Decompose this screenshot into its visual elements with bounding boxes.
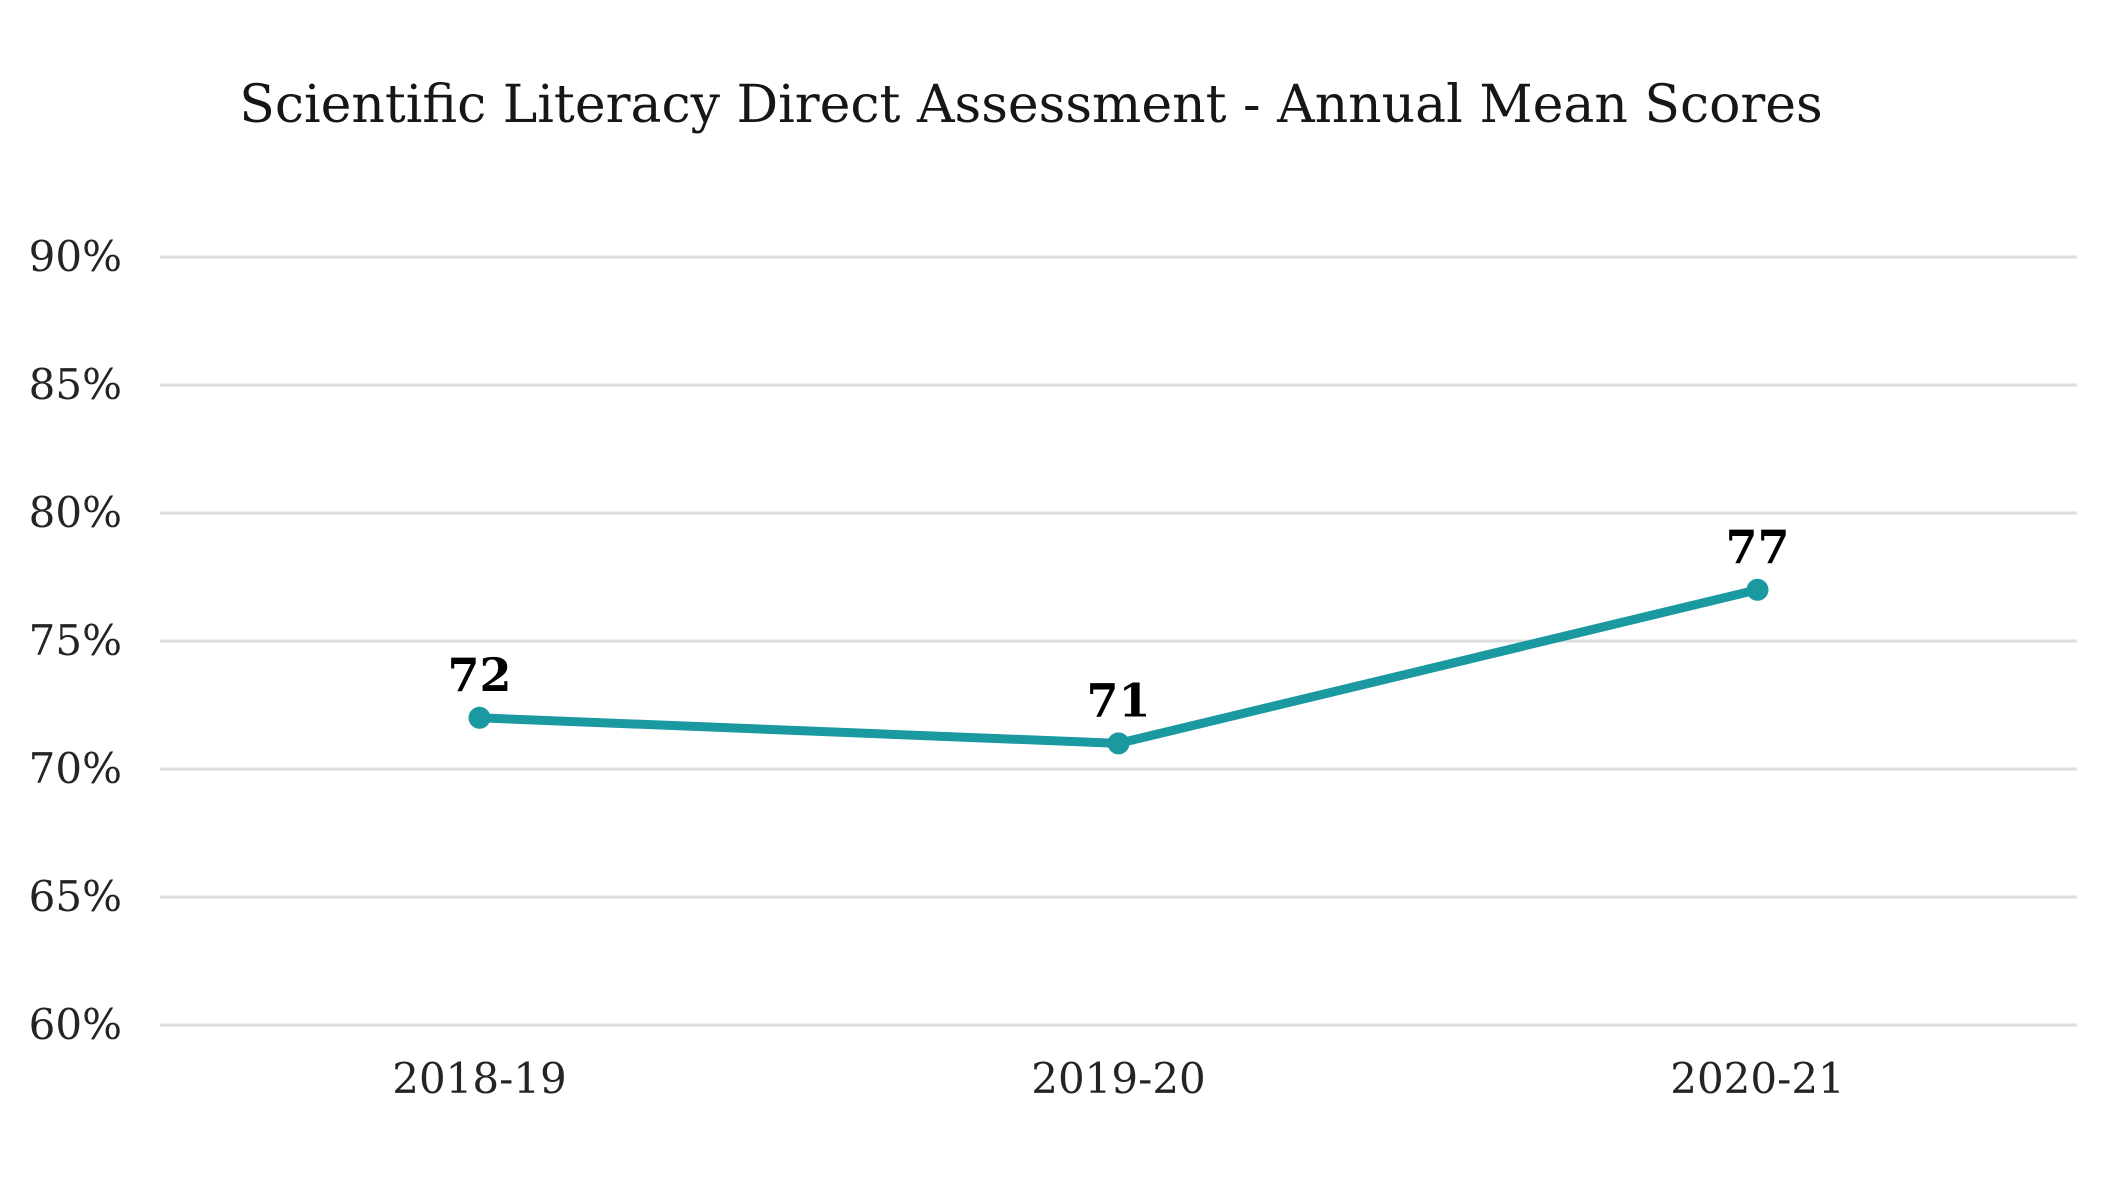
y-tick-label: 60% bbox=[29, 1000, 122, 1049]
data-point-label: 72 bbox=[447, 648, 511, 702]
y-tick-label: 65% bbox=[29, 872, 122, 921]
x-tick-label: 2020-21 bbox=[1670, 1054, 1845, 1103]
y-tick-label: 70% bbox=[29, 744, 122, 793]
x-tick-label: 2018-19 bbox=[392, 1054, 567, 1103]
y-tick-label: 90% bbox=[29, 232, 122, 281]
data-point-marker bbox=[1746, 578, 1769, 601]
y-tick-label: 75% bbox=[29, 616, 122, 665]
data-point-label: 71 bbox=[1086, 673, 1150, 727]
y-tick-label: 85% bbox=[29, 360, 122, 409]
chart-title: Scientific Literacy Direct Assessment - … bbox=[239, 75, 1823, 135]
data-point-marker bbox=[1107, 732, 1130, 755]
data-point-marker bbox=[468, 706, 491, 729]
y-tick-label: 80% bbox=[29, 488, 122, 537]
x-tick-label: 2019-20 bbox=[1031, 1054, 1206, 1103]
data-point-label: 77 bbox=[1725, 520, 1789, 574]
